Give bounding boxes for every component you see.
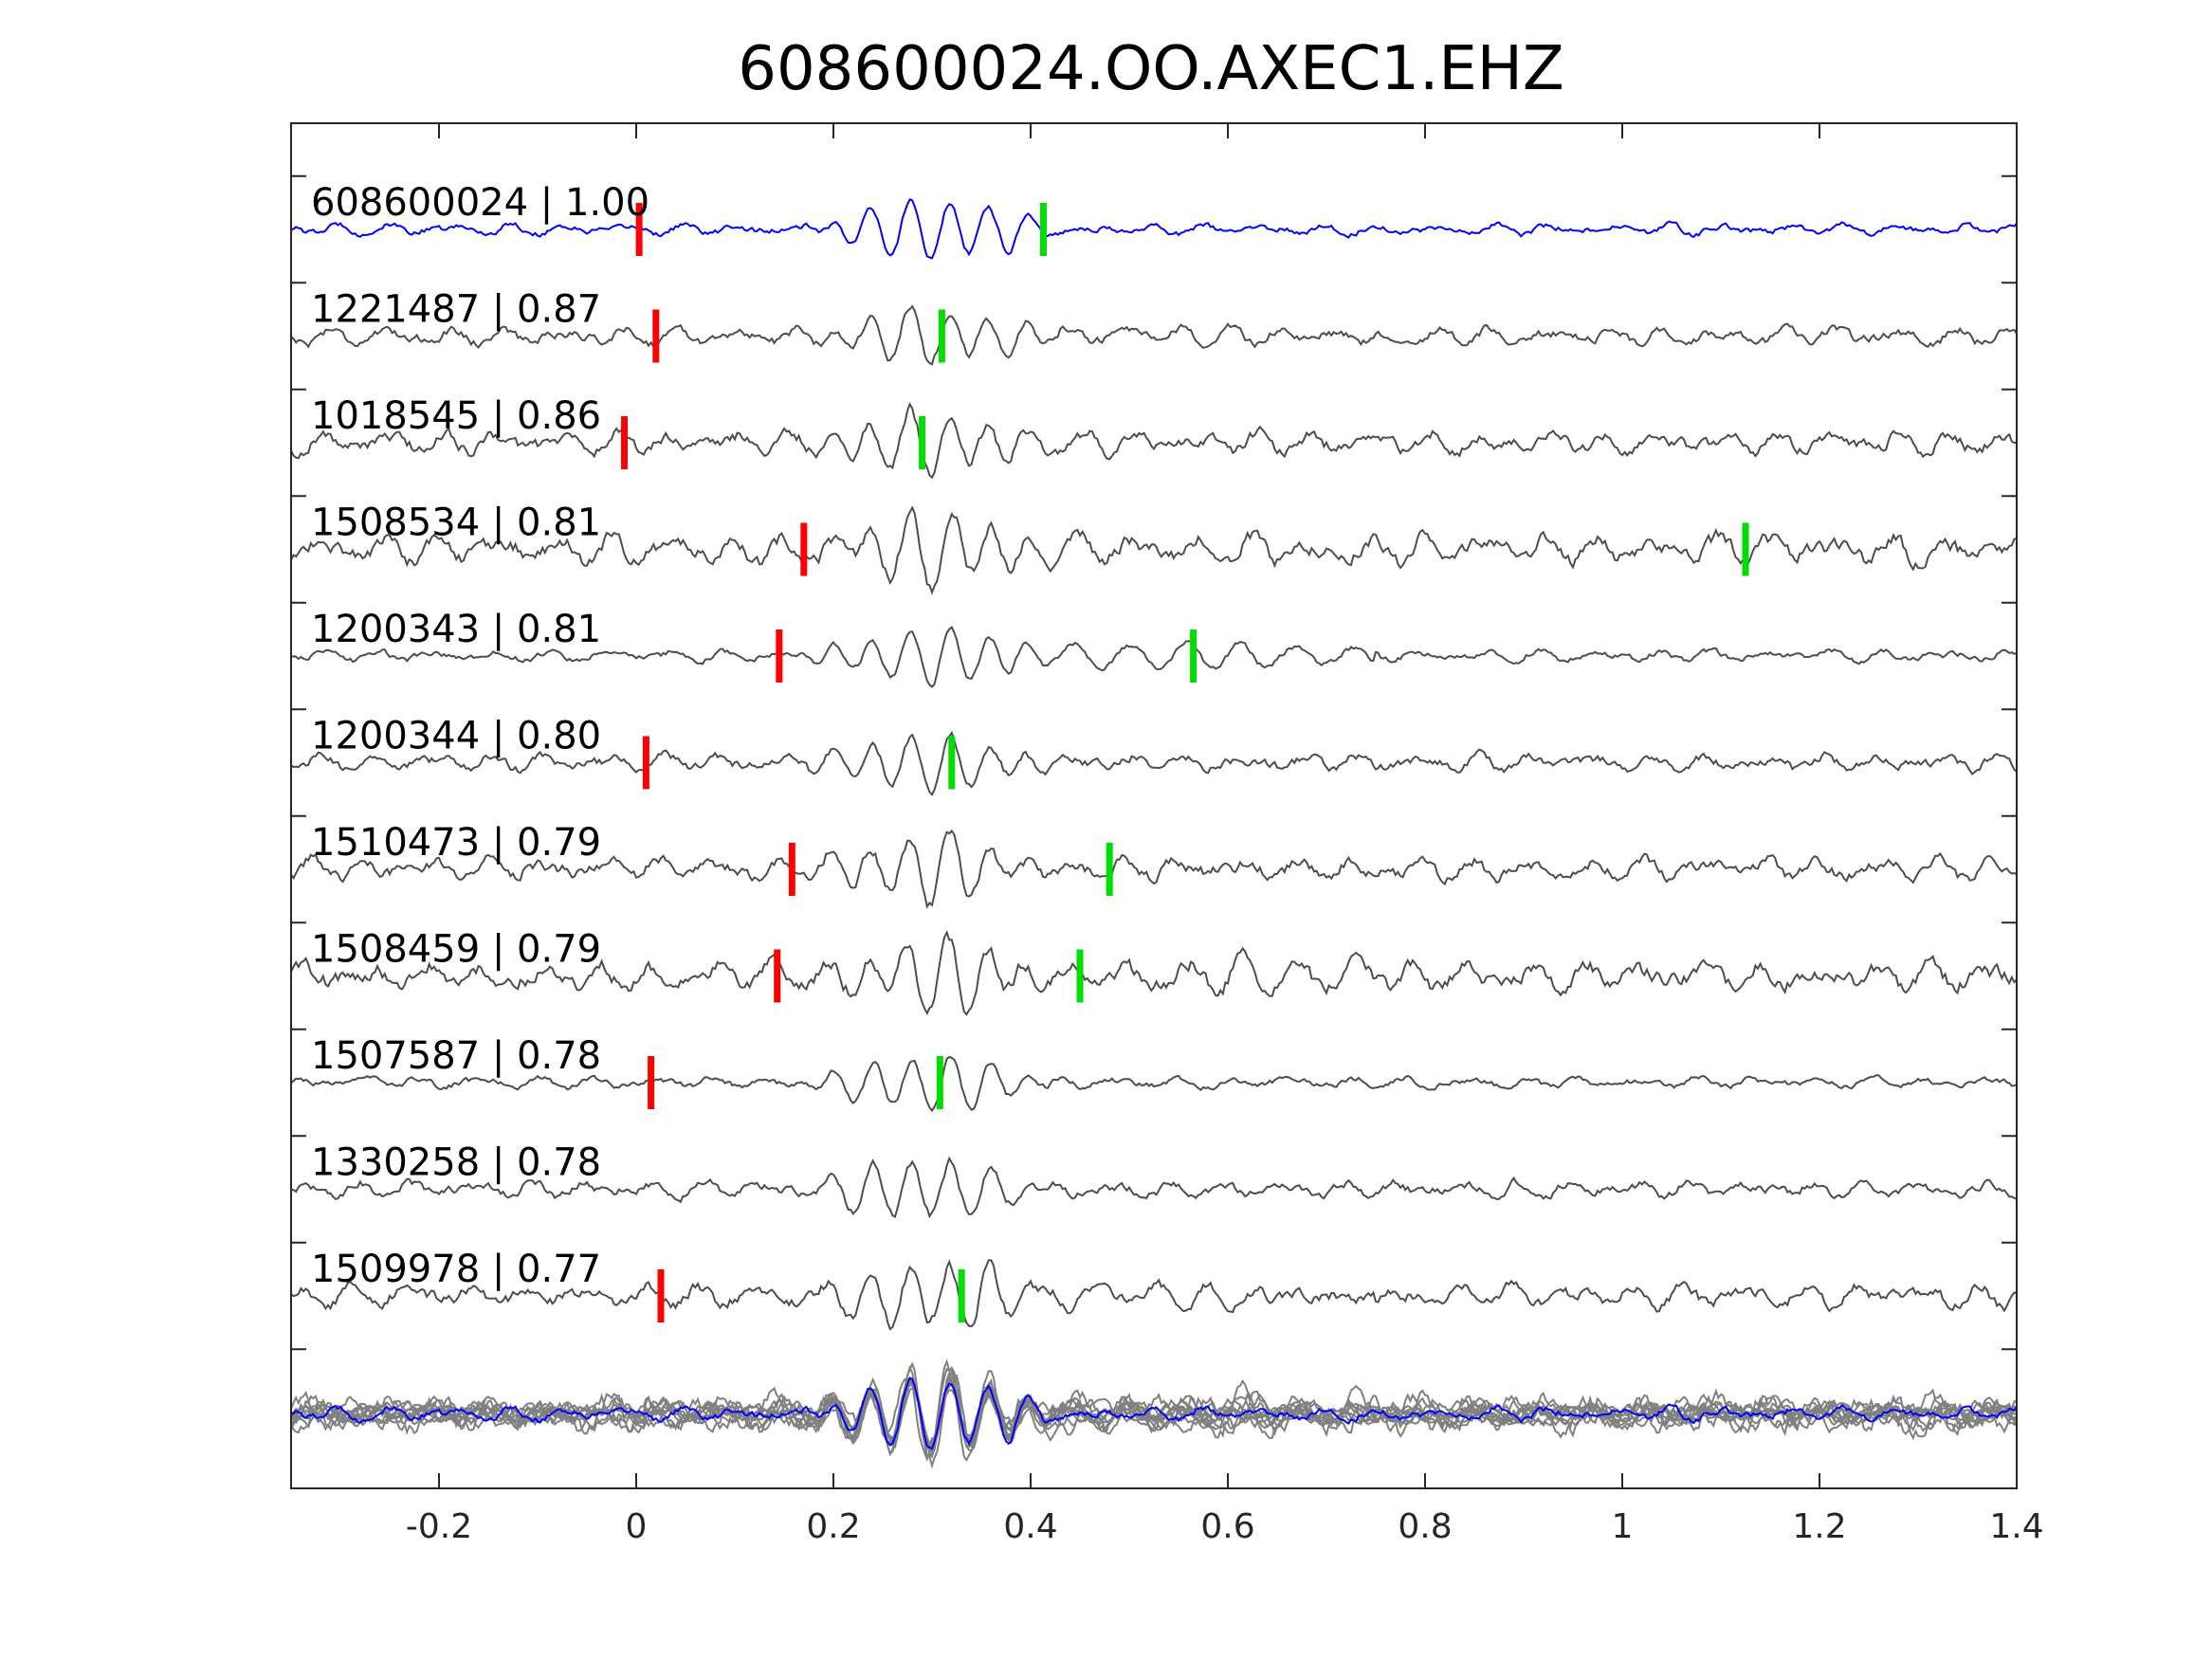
trace-label-1221487: 1221487 | 0.87	[311, 288, 601, 332]
waveform-trace-1508534	[290, 505, 2018, 595]
waveform-trace-608600024	[290, 198, 2018, 260]
waveform-traces	[290, 198, 2018, 1331]
stacked-trace-1330258	[290, 1374, 2018, 1449]
trace-label-608600024: 608600024 | 1.00	[311, 181, 649, 225]
trace-label-1509978: 1509978 | 0.77	[311, 1248, 601, 1291]
trace-label-1330258: 1330258 | 0.78	[311, 1141, 601, 1185]
trace-label-1018545: 1018545 | 0.86	[311, 394, 601, 438]
trace-label-1510473: 1510473 | 0.79	[311, 821, 601, 865]
trace-label-1507587: 1507587 | 0.78	[311, 1034, 601, 1078]
x-tick-label: 0.4	[1003, 1507, 1057, 1546]
waveform-trace-1510473	[290, 829, 2018, 909]
x-axis: -0.2 0 0.2 0.4 0.6 0.8 1 1.2 1.4	[291, 123, 2044, 1546]
waveform-trace-1018545	[290, 402, 2018, 480]
x-tick-label: 0.8	[1398, 1507, 1452, 1546]
x-tick-label: 1	[1612, 1507, 1634, 1546]
x-tick-label: -0.2	[406, 1507, 472, 1546]
phase-picks	[621, 203, 1749, 1322]
waveform-trace-1507587	[290, 1055, 2018, 1113]
x-tick-label: 1.4	[1989, 1507, 2043, 1546]
trace-label-1200344: 1200344 | 0.80	[311, 715, 601, 758]
waveform-trace-1221487	[290, 304, 2018, 366]
waveform-trace-1509978	[290, 1259, 2018, 1331]
waveform-trace-1508459	[290, 929, 2018, 1016]
waveform-trace-1200344	[290, 730, 2018, 796]
x-tick-label: 1.2	[1792, 1507, 1846, 1546]
trace-labels: 608600024 | 1.00 1221487 | 0.87 1018545 | …	[311, 181, 649, 1291]
trace-label-1508534: 1508534 | 0.81	[311, 501, 601, 545]
x-tick-label: 0.2	[806, 1507, 860, 1546]
trace-label-1200343: 1200343 | 0.81	[311, 608, 601, 651]
trace-label-1508459: 1508459 | 0.79	[311, 928, 601, 972]
stacked-waveforms	[290, 1358, 2018, 1469]
waveform-trace-1200343	[290, 625, 2018, 688]
x-tick-label: 0.6	[1200, 1507, 1254, 1546]
plot-frame	[290, 122, 2018, 1489]
chart-title: 608600024.OO.AXEC1.EHZ	[738, 34, 1564, 104]
waveform-trace-1330258	[290, 1156, 2018, 1219]
x-tick-label: 0	[626, 1507, 648, 1546]
stacked-trace-template	[290, 1376, 2018, 1450]
